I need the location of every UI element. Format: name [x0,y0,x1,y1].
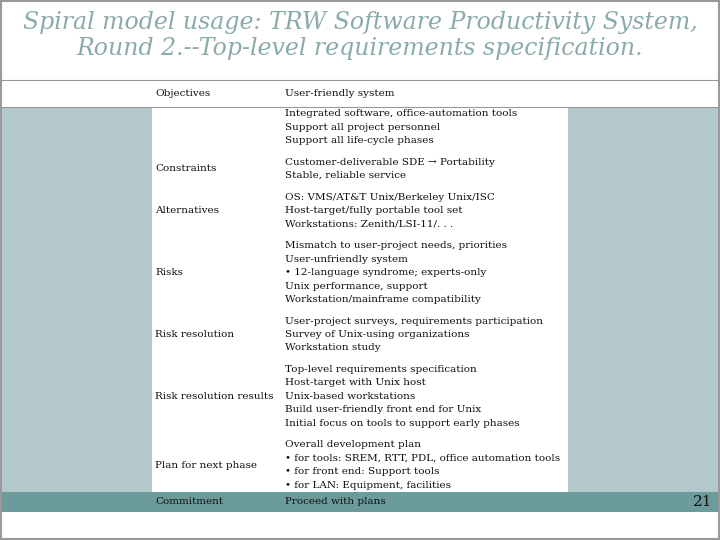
Text: • for front end: Support tools: • for front end: Support tools [285,467,439,476]
Text: Support all life-cycle phases: Support all life-cycle phases [285,136,433,145]
Text: Spiral model usage: TRW Software Productivity System,: Spiral model usage: TRW Software Product… [22,10,698,33]
Text: OS: VMS/AT&T Unix/Berkeley Unix/ISC: OS: VMS/AT&T Unix/Berkeley Unix/ISC [285,193,495,202]
Text: • for tools: SREM, RTT, PDL, office automation tools: • for tools: SREM, RTT, PDL, office auto… [285,454,560,463]
Text: Commitment: Commitment [155,497,223,507]
Text: Host-target/fully portable tool set: Host-target/fully portable tool set [285,206,462,215]
Text: Risks: Risks [155,268,183,277]
Text: Workstation/mainframe compatibility: Workstation/mainframe compatibility [285,295,481,304]
Text: Risk resolution: Risk resolution [155,330,234,339]
Text: Stable, reliable service: Stable, reliable service [285,171,406,180]
Text: Risk resolution results: Risk resolution results [155,392,274,401]
Text: Survey of Unix-using organizations: Survey of Unix-using organizations [285,330,469,339]
Text: Round 2.--Top-level requirements specification.: Round 2.--Top-level requirements specifi… [77,37,643,59]
Text: Mismatch to user-project needs, priorities: Mismatch to user-project needs, prioriti… [285,241,507,250]
Text: Objectives: Objectives [155,89,210,98]
Text: Top-level requirements specification: Top-level requirements specification [285,365,477,374]
Bar [568,107,718,492]
Text: Workstations: Zenith/LSI-11/. . .: Workstations: Zenith/LSI-11/. . . [285,220,454,228]
Text: • for LAN: Equipment, facilities: • for LAN: Equipment, facilities [285,481,451,490]
Text: Customer-deliverable SDE → Portability: Customer-deliverable SDE → Portability [285,158,495,167]
Text: • 12-language syndrome; experts-only: • 12-language syndrome; experts-only [285,268,487,277]
Text: Overall development plan: Overall development plan [285,441,421,449]
Text: Support all project personnel: Support all project personnel [285,123,440,132]
Text: Integrated software, office-automation tools: Integrated software, office-automation t… [285,109,517,118]
Text: Plan for next phase: Plan for next phase [155,461,257,470]
Bar [2,107,152,492]
Bar [2,492,718,512]
Text: Build user-friendly front end for Unix: Build user-friendly front end for Unix [285,406,481,414]
Text: Unix-based workstations: Unix-based workstations [285,392,415,401]
Text: User-project surveys, requirements participation: User-project surveys, requirements parti… [285,316,543,326]
Text: User-friendly system: User-friendly system [285,89,395,98]
Text: Workstation study: Workstation study [285,343,381,353]
Text: User-unfriendly system: User-unfriendly system [285,255,408,264]
Text: 21: 21 [693,495,712,509]
Text: Host-target with Unix host: Host-target with Unix host [285,379,426,388]
Text: Constraints: Constraints [155,164,217,173]
Text: Initial focus on tools to support early phases: Initial focus on tools to support early … [285,419,520,428]
Text: Alternatives: Alternatives [155,206,219,215]
Text: Unix performance, support: Unix performance, support [285,281,428,291]
Text: Proceed with plans: Proceed with plans [285,497,386,507]
